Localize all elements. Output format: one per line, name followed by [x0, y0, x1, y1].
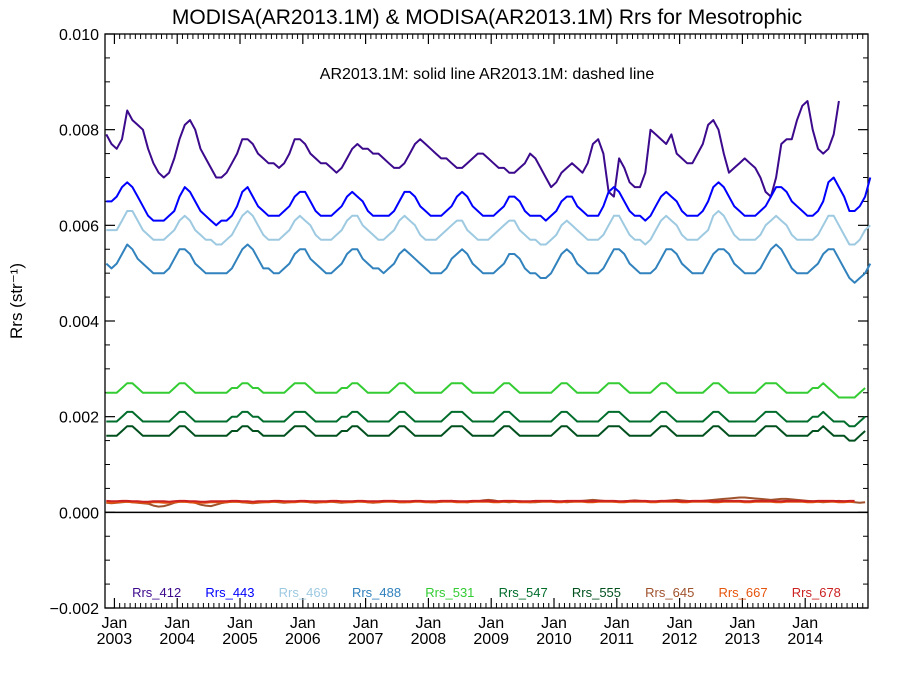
x-tick-label-year: 2014: [787, 631, 823, 648]
x-tick-label-month: Jan: [541, 615, 567, 632]
x-tick-label-year: 2012: [662, 631, 698, 648]
x-tick-label-month: Jan: [227, 615, 253, 632]
y-tick-labels: −0.002 0.000 0.002 0.004 0.006 0.008 0.010: [50, 27, 99, 618]
series-line-rrs-531: [106, 382, 866, 399]
legend-item-rrs-667: Rrs_667: [718, 585, 767, 600]
series-line-rrs-555: [106, 425, 866, 442]
series-line-rrs-469: [106, 210, 871, 246]
x-tick-label-month: Jan: [667, 615, 693, 632]
series-line-rrs-678: [106, 499, 855, 503]
y-tick-label: 0.006: [59, 218, 99, 235]
legend: Rrs_412 Rrs_443 Rrs_469 Rrs_488 Rrs_531 Rrs_5…: [132, 585, 841, 600]
x-tick-label-month: Jan: [478, 615, 504, 632]
x-tick-label-year: 2006: [285, 631, 321, 648]
series-lines: [105, 100, 872, 508]
x-tick-label-year: 2009: [473, 631, 509, 648]
legend-item-rrs-469: Rrs_469: [279, 585, 328, 600]
x-tick-label-year: 2004: [159, 631, 195, 648]
axis-ticks: [105, 33, 868, 609]
x-tick-label-month: Jan: [416, 615, 442, 632]
legend-item-rrs-555: Rrs_555: [572, 585, 621, 600]
series-line-rrs-488: [105, 243, 872, 284]
x-tick-label-year: 2008: [411, 631, 447, 648]
legend-item-rrs-443: Rrs_443: [205, 585, 254, 600]
legend-item-rrs-547: Rrs_547: [499, 585, 548, 600]
x-tick-label-month: Jan: [102, 615, 128, 632]
y-tick-label: 0.010: [59, 27, 99, 44]
legend-item-rrs-678: Rrs_678: [792, 585, 841, 600]
y-tick-label: −0.002: [50, 601, 99, 618]
x-tick-label-month: Jan: [604, 615, 630, 632]
x-tick-label-year: 2003: [97, 631, 133, 648]
y-tick-label: 0.002: [59, 410, 99, 427]
legend-item-rrs-488: Rrs_488: [352, 585, 401, 600]
x-tick-label-year: 2005: [222, 631, 258, 648]
series-line-rrs-412: [105, 100, 840, 198]
x-tick-labels: Jan2003Jan2004Jan2005Jan2006Jan2007Jan20…: [97, 615, 823, 648]
x-tick-label-month: Jan: [164, 615, 190, 632]
x-tick-label-year: 2007: [348, 631, 384, 648]
x-tick-label-month: Jan: [290, 615, 316, 632]
series-line-rrs-443: [106, 176, 872, 227]
line-style-annotation: AR2013.1M: solid line AR2013.1M: dashed …: [320, 66, 655, 83]
legend-item-rrs-531: Rrs_531: [425, 585, 474, 600]
x-tick-label-month: Jan: [353, 615, 379, 632]
x-tick-label-year: 2010: [536, 631, 572, 648]
legend-item-rrs-645: Rrs_645: [645, 585, 694, 600]
plot-frame: [104, 33, 869, 609]
x-tick-label-year: 2011: [600, 631, 635, 648]
y-tick-label: 0.008: [59, 123, 99, 140]
y-axis-label: Rrs (str⁻¹): [7, 263, 26, 339]
x-tick-label-year: 2013: [725, 631, 761, 648]
y-tick-label: 0.000: [59, 505, 99, 522]
chart-title: MODISA(AR2013.1M) & MODISA(AR2013.1M) Rr…: [172, 6, 802, 29]
x-tick-label-month: Jan: [730, 615, 756, 632]
y-tick-label: 0.004: [59, 314, 99, 331]
x-tick-label-month: Jan: [792, 615, 818, 632]
legend-item-rrs-412: Rrs_412: [132, 585, 181, 600]
series-line-rrs-547: [106, 410, 866, 428]
